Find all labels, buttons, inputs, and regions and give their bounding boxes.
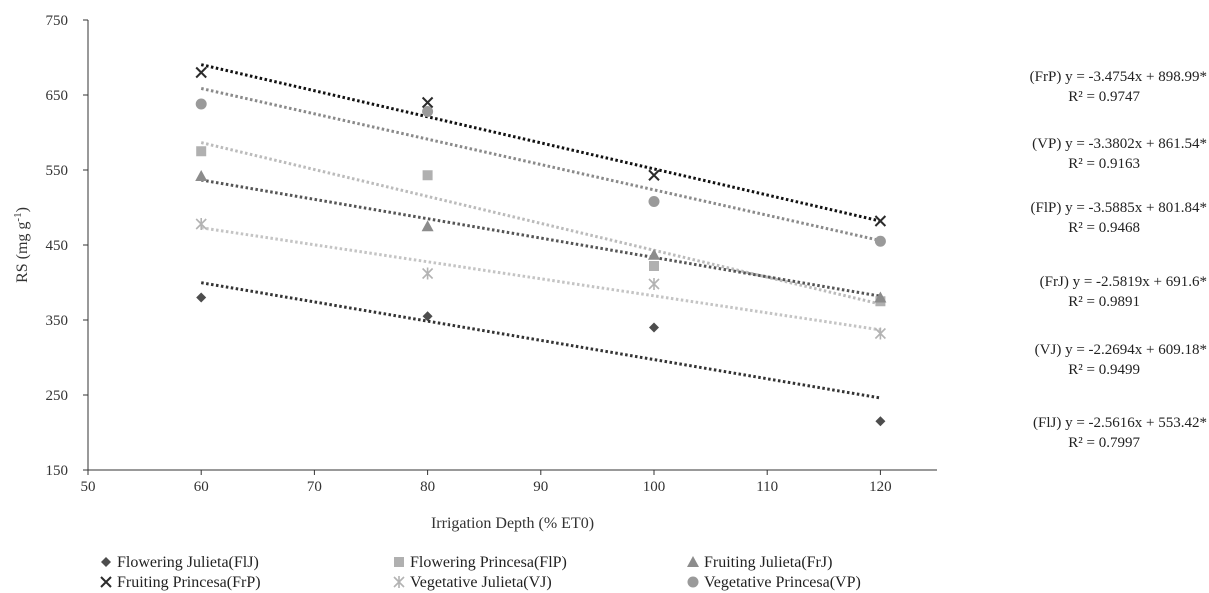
data-point [648,278,660,290]
legend-marker [687,576,699,588]
x-axis-title: Irrigation Depth (% ET0) [431,515,594,532]
y-tick-label: 250 [46,388,69,404]
data-point [422,311,433,322]
x-tick-label: 100 [643,479,666,495]
y-axis-title-close: ) [14,207,31,212]
trend-equation: (FrJ) y = -2.5819x + 691.6* [1040,274,1207,290]
x-tick-label: 90 [533,479,548,495]
data-point [874,235,886,247]
data-point [421,96,434,109]
y-axis-title: RS (mg g-1) [12,207,31,283]
y-tick-label: 550 [46,163,69,179]
trend-r-squared: R² = 0.9499 [1068,362,1140,378]
data-point [875,416,886,427]
trendline [200,63,881,223]
y-axis-title-superscript: -1 [12,212,24,221]
data-point [195,98,207,110]
y-axis-title-main: RS (mg g [14,222,31,283]
trendline [200,141,881,306]
legend-label: Vegetative Julieta(VJ) [410,574,552,591]
data-point [422,267,434,280]
data-point [196,292,207,303]
legend-marker [100,576,112,588]
y-tick-label: 350 [46,313,69,329]
legend: Flowering Julieta(FlJ) Flowering Princesa… [100,554,861,591]
trendline [200,226,881,332]
data-point [422,170,433,181]
trend-equation: (FlJ) y = -2.5616x + 553.42* [1033,415,1207,431]
data-point [422,106,434,117]
legend-label: Flowering Julieta(FlJ) [117,554,259,571]
trendline [200,281,881,400]
legend-marker [394,557,404,567]
legend-marker [687,556,699,567]
legend-marker [101,557,111,567]
trend-equation: (FrP) y = -3.4754x + 898.99* [1030,69,1207,85]
y-tick-label: 450 [46,238,69,254]
trend-r-squared: R² = 0.9891 [1068,294,1140,310]
y-tick-label: 650 [46,88,69,104]
y-tick-label: 150 [46,463,69,479]
trend-equation: (FlP) y = -3.5885x + 801.84* [1030,200,1207,216]
axes: 150 250 350 450 550 650 750 50 60 70 80 90 100 110 120… [12,13,937,532]
data-point [874,327,886,340]
legend-label: Fruiting Julieta(FrJ) [704,554,832,571]
x-tick-label: 120 [869,479,892,495]
x-tick-label: 50 [81,479,96,495]
trend-equation: (VP) y = -3.3802x + 861.54* [1032,136,1207,152]
trendlines [200,63,881,400]
data-point [648,248,660,260]
data-point [195,66,207,79]
data-point [195,218,207,230]
legend-label: Fruiting Princesa(FrP) [117,574,261,591]
data-point [195,170,208,181]
trend-r-squared: R² = 0.7997 [1068,435,1140,451]
data-point [874,291,887,303]
data-points [195,66,887,427]
trend-r-squared: R² = 0.9468 [1068,220,1140,236]
legend-marker [393,576,405,588]
x-tick-label: 60 [194,479,209,495]
data-point [874,215,887,227]
data-point [648,169,660,181]
x-tick-label: 70 [307,479,322,495]
y-tick-label: 750 [46,13,69,29]
trend-equations: (FrP) y = -3.4754x + 898.99* R² = 0.9747 (… [1030,69,1207,451]
x-tick-label: 110 [756,479,778,495]
data-point [421,220,434,232]
data-point [196,146,207,157]
data-point [649,322,659,333]
data-point [648,196,660,207]
trend-r-squared: R² = 0.9747 [1068,89,1140,105]
trend-r-squared: R² = 0.9163 [1068,156,1140,172]
trendline [200,86,881,243]
legend-label: Flowering Princesa(FlP) [410,554,567,571]
trend-equation: (VJ) y = -2.2694x + 609.18* [1035,342,1207,358]
data-point [649,261,659,271]
x-tick-label: 80 [420,479,435,495]
legend-label: Vegetative Princesa(VP) [704,574,861,591]
